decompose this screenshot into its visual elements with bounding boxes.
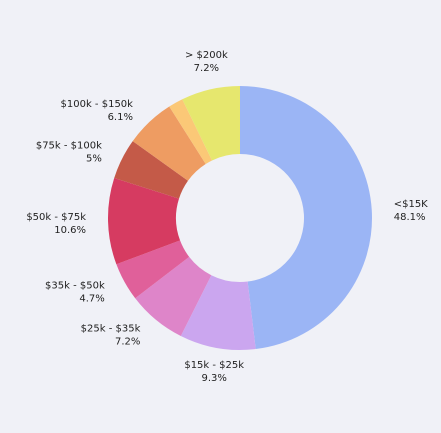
slice-label-0: <$15K	[394, 199, 428, 210]
slice-2[interactable]	[135, 256, 212, 336]
slice-value-5: 5%	[86, 154, 102, 165]
slice-label-8: > $200k	[185, 50, 228, 61]
slice-label-1: $15k - $25k	[184, 360, 244, 371]
slice-4[interactable]	[108, 177, 181, 265]
slice-value-4: 10.6%	[54, 225, 86, 236]
donut-slices	[108, 86, 373, 351]
slice-label-4: $50k - $75k	[26, 212, 86, 223]
slice-value-8: 7.2%	[194, 63, 219, 74]
slice-value-0: 48.1%	[394, 212, 426, 223]
slice-label-3: $35k - $50k	[45, 281, 105, 292]
slice-label-6: $100k - $150k	[61, 99, 134, 110]
slice-value-1: 9.3%	[202, 373, 227, 384]
slice-7[interactable]	[169, 99, 213, 164]
slice-label-2: $25k - $35k	[81, 324, 141, 335]
slice-5[interactable]	[114, 141, 188, 199]
slice-value-2: 7.2%	[115, 337, 140, 348]
slice-8[interactable]	[182, 86, 240, 161]
slice-label-5: $75k - $100k	[36, 141, 102, 152]
slice-0[interactable]	[240, 86, 373, 350]
slice-value-3: 4.7%	[79, 294, 104, 305]
slice-labels: <$15K 48.1% $15k - $25k 9.3% $25k - $35k 7.2%…	[26, 50, 428, 384]
slice-value-6: 6.1%	[108, 112, 133, 123]
slice-1[interactable]	[180, 275, 256, 351]
slice-3[interactable]	[116, 240, 190, 299]
slice-6[interactable]	[132, 106, 206, 181]
